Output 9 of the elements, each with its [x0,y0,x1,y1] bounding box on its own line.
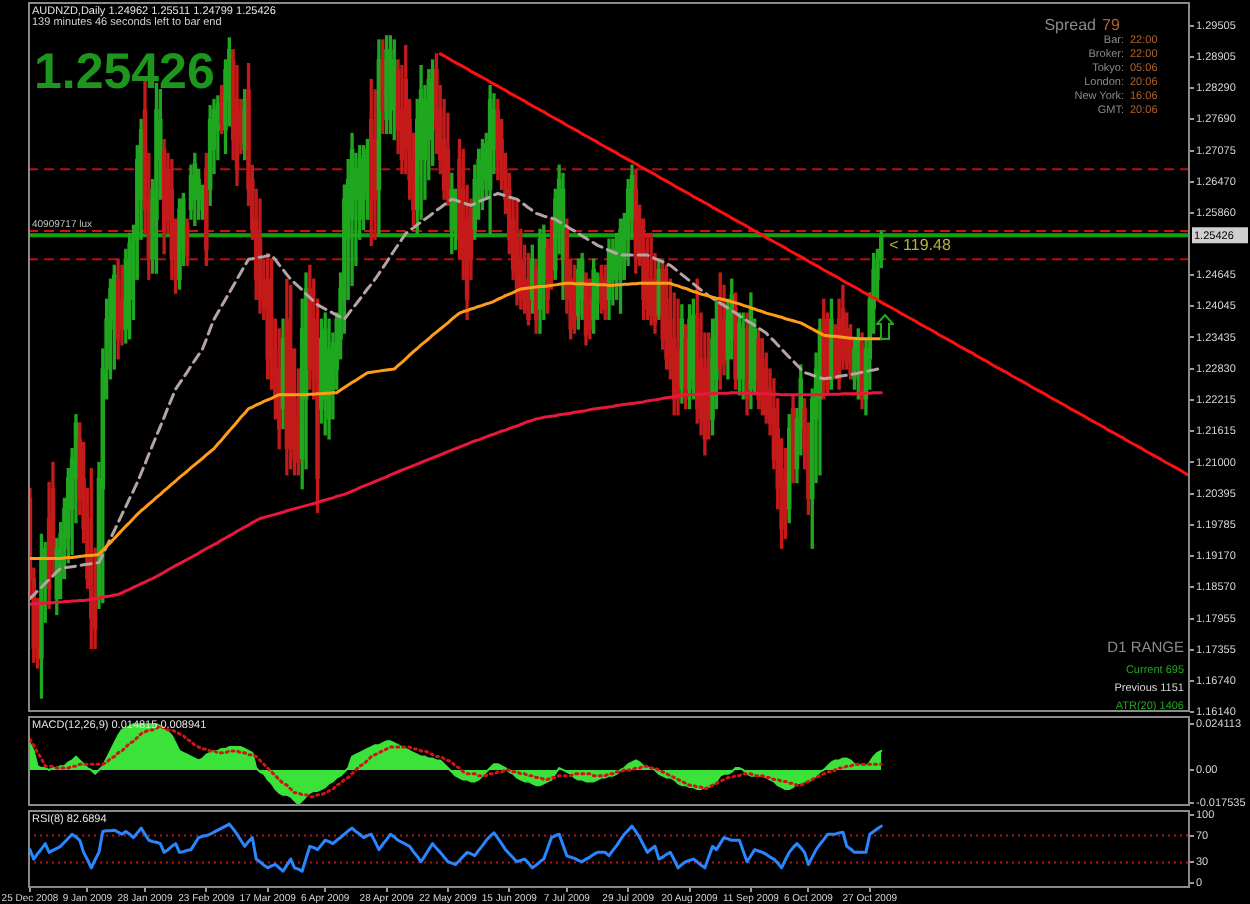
candlestick [526,252,531,326]
annotation: 1.25426 [34,43,215,100]
candlestick [618,218,623,314]
candlestick [39,533,44,699]
annotation: < 119.48 [889,236,952,255]
annotation: Spread [1044,16,1096,35]
candlestick [388,35,393,135]
candlestick [687,304,692,410]
annotation: 79 [1102,16,1121,35]
